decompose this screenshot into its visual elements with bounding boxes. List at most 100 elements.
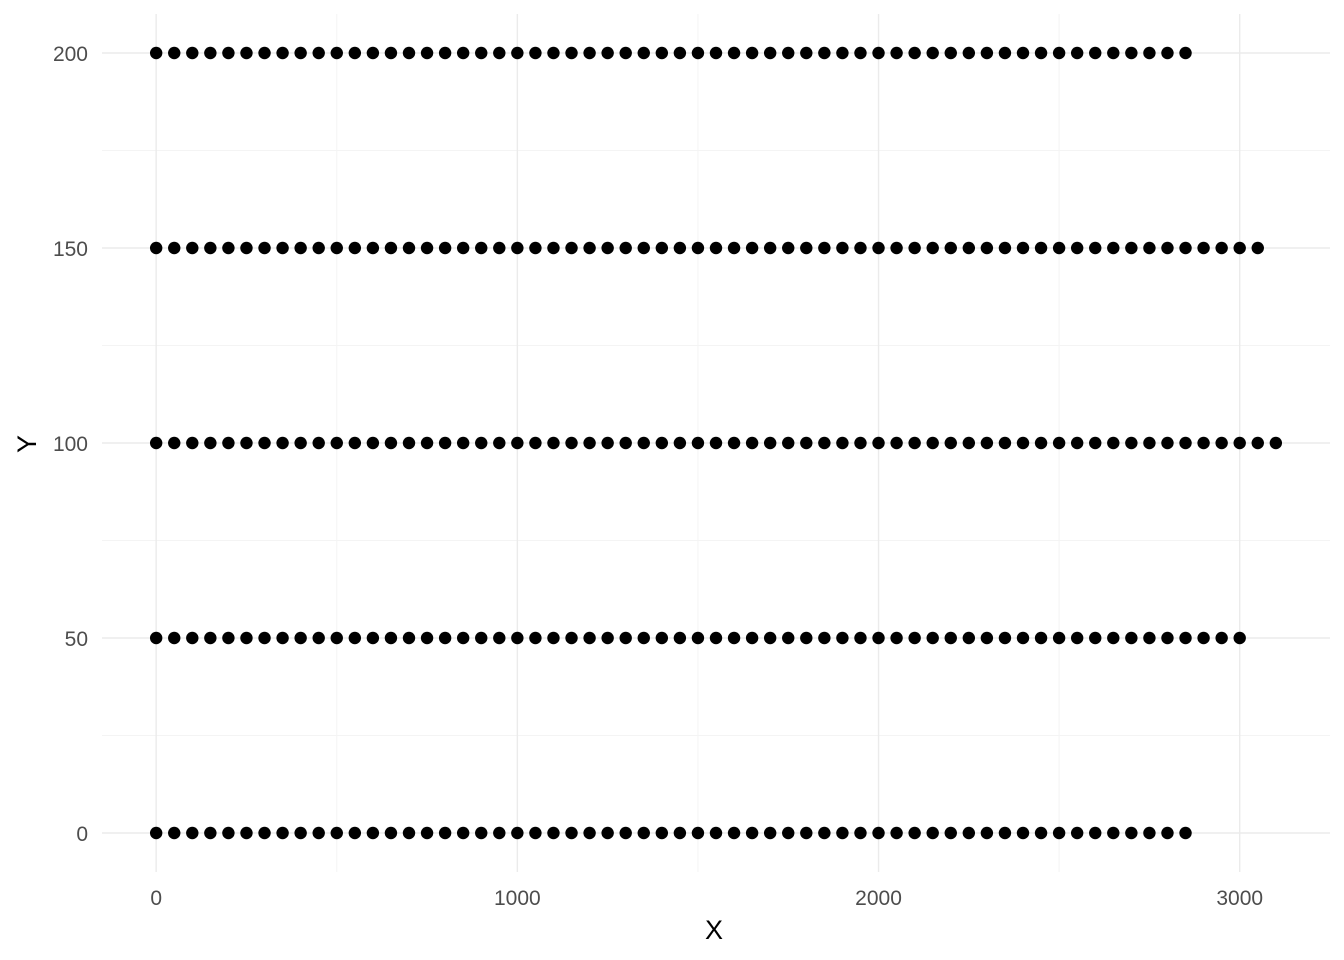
data-point bbox=[456, 241, 470, 255]
data-point bbox=[890, 826, 903, 840]
data-point bbox=[493, 631, 506, 645]
data-point bbox=[944, 241, 957, 255]
data-point bbox=[872, 631, 885, 645]
data-point bbox=[1034, 631, 1048, 645]
data-point bbox=[763, 241, 777, 255]
data-point bbox=[348, 826, 362, 840]
data-point bbox=[240, 631, 253, 645]
data-point bbox=[276, 436, 289, 450]
data-point bbox=[366, 241, 380, 255]
data-point bbox=[673, 436, 687, 450]
data-point bbox=[655, 241, 669, 255]
data-point bbox=[1233, 241, 1246, 255]
data-point bbox=[1107, 826, 1120, 840]
data-point bbox=[727, 436, 741, 450]
data-point bbox=[204, 241, 217, 255]
data-point bbox=[475, 631, 488, 645]
data-point bbox=[818, 241, 831, 255]
data-point bbox=[420, 241, 434, 255]
data-point bbox=[583, 436, 596, 450]
data-point bbox=[420, 436, 434, 450]
data-point bbox=[456, 436, 470, 450]
data-point bbox=[168, 436, 181, 450]
data-point bbox=[619, 436, 632, 450]
tick-labels: 0 1000 2000 3000 0 50 100 150 200 bbox=[53, 43, 1263, 910]
data-point bbox=[836, 46, 849, 60]
data-point bbox=[348, 46, 362, 60]
data-point bbox=[312, 46, 325, 60]
data-point bbox=[637, 436, 650, 450]
data-point bbox=[637, 631, 650, 645]
data-point bbox=[1016, 436, 1030, 450]
data-point bbox=[511, 631, 524, 645]
data-point bbox=[149, 241, 163, 255]
data-point bbox=[565, 436, 578, 450]
data-point bbox=[709, 631, 723, 645]
data-point bbox=[258, 436, 271, 450]
data-point bbox=[438, 241, 452, 255]
data-point bbox=[1251, 436, 1264, 450]
data-point bbox=[619, 46, 632, 60]
data-point bbox=[348, 631, 362, 645]
data-point bbox=[691, 826, 705, 840]
data-point bbox=[222, 631, 235, 645]
data-point bbox=[240, 436, 253, 450]
data-point bbox=[1125, 826, 1138, 840]
data-point bbox=[384, 46, 398, 60]
data-point bbox=[800, 46, 813, 60]
data-point bbox=[962, 241, 976, 255]
data-point bbox=[1233, 631, 1246, 645]
data-point bbox=[673, 46, 687, 60]
data-point bbox=[601, 241, 614, 255]
data-point bbox=[763, 631, 777, 645]
data-point bbox=[1161, 241, 1174, 255]
data-point bbox=[294, 826, 307, 840]
data-point bbox=[745, 826, 759, 840]
data-point bbox=[420, 826, 434, 840]
data-point bbox=[1143, 436, 1156, 450]
data-point bbox=[258, 241, 271, 255]
data-point bbox=[312, 631, 325, 645]
data-point bbox=[854, 436, 867, 450]
y-tick-label: 50 bbox=[65, 628, 88, 651]
data-point bbox=[782, 46, 795, 60]
data-point bbox=[800, 436, 813, 450]
data-point bbox=[1161, 436, 1174, 450]
data-point bbox=[547, 631, 560, 645]
data-point bbox=[673, 826, 687, 840]
data-point bbox=[186, 46, 199, 60]
data-point bbox=[998, 241, 1012, 255]
data-point bbox=[312, 826, 325, 840]
data-point bbox=[872, 241, 885, 255]
data-point bbox=[475, 436, 488, 450]
data-point bbox=[366, 436, 380, 450]
data-point bbox=[222, 436, 235, 450]
x-tick-label: 1000 bbox=[494, 887, 541, 910]
data-point bbox=[168, 241, 181, 255]
data-point bbox=[1052, 826, 1066, 840]
data-point bbox=[962, 436, 976, 450]
data-point bbox=[727, 631, 741, 645]
data-point bbox=[619, 631, 632, 645]
data-point bbox=[420, 631, 434, 645]
data-point bbox=[330, 826, 343, 840]
data-point bbox=[1034, 46, 1048, 60]
data-point bbox=[348, 241, 362, 255]
data-point bbox=[890, 241, 903, 255]
data-point bbox=[1107, 46, 1120, 60]
data-point bbox=[168, 631, 181, 645]
data-point bbox=[1089, 826, 1102, 840]
data-point bbox=[583, 46, 596, 60]
data-point bbox=[438, 826, 452, 840]
data-point bbox=[276, 631, 289, 645]
data-point bbox=[763, 436, 777, 450]
data-point bbox=[818, 436, 831, 450]
data-point bbox=[1215, 436, 1228, 450]
data-point bbox=[1215, 631, 1228, 645]
data-point bbox=[186, 826, 199, 840]
data-point bbox=[926, 436, 939, 450]
data-point bbox=[475, 46, 488, 60]
data-point bbox=[1179, 46, 1192, 60]
data-point bbox=[547, 436, 560, 450]
data-point bbox=[673, 241, 687, 255]
